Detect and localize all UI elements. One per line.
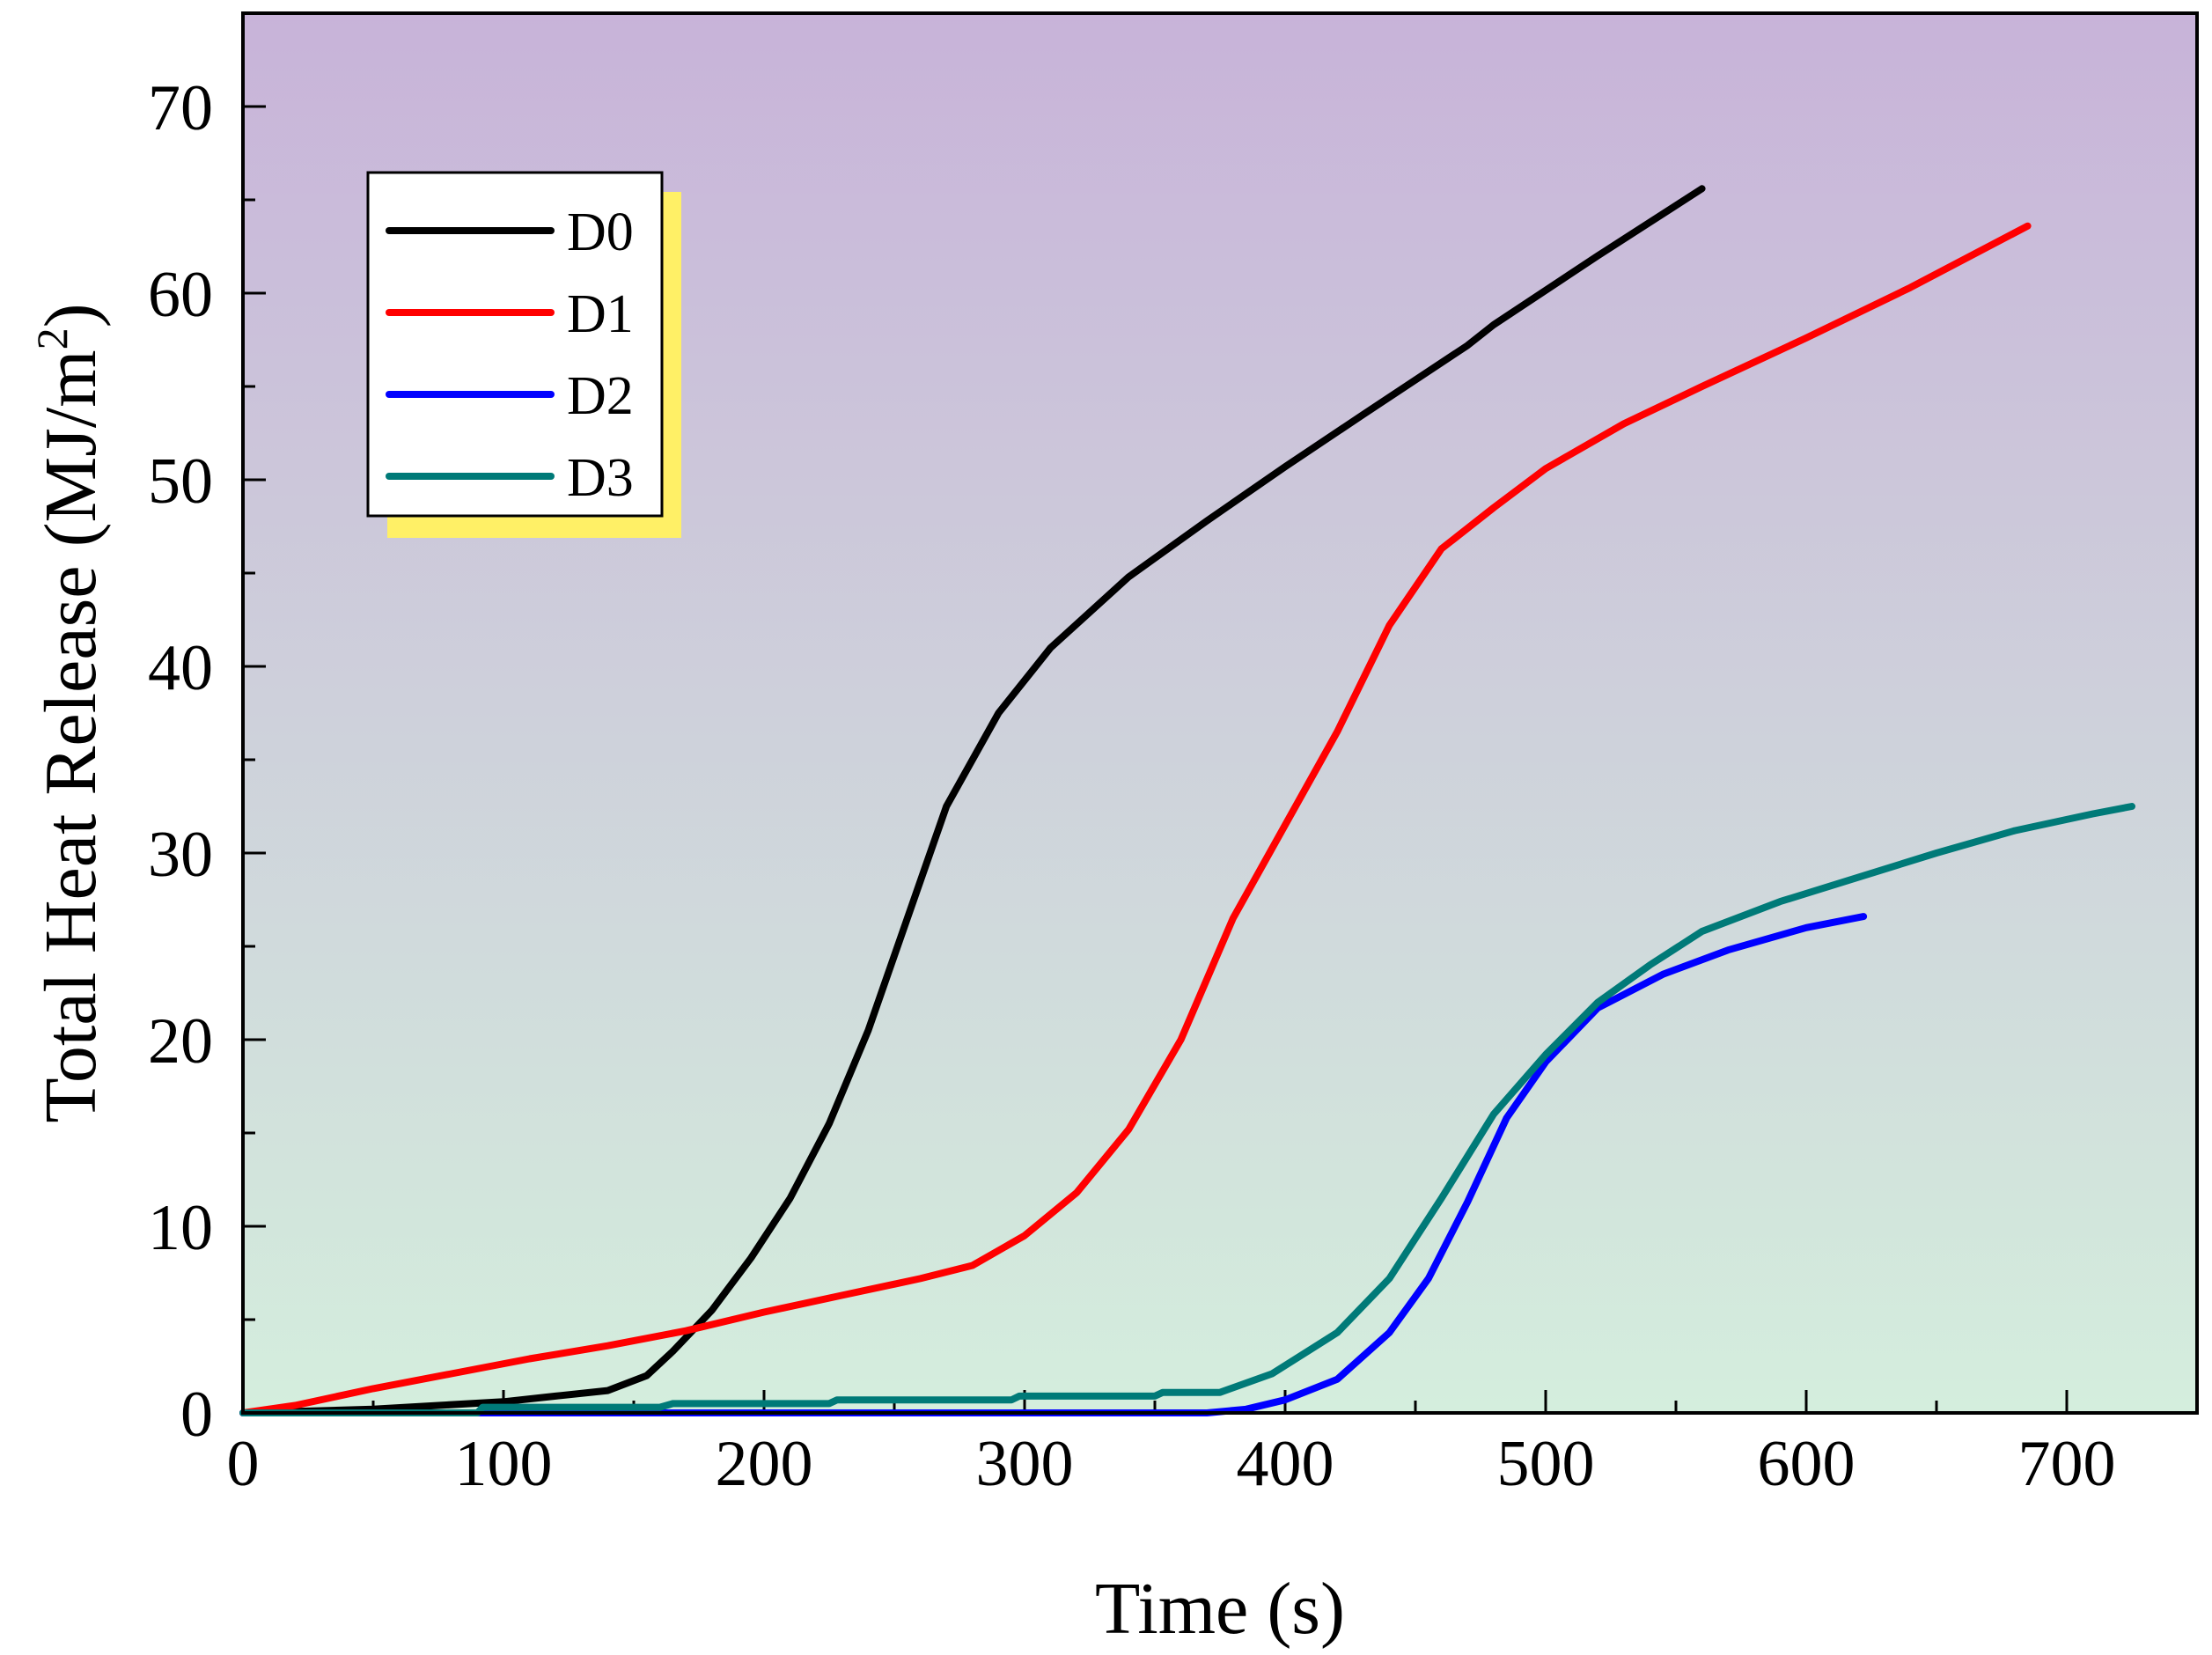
y-tick-label: 30 [148,819,213,891]
series-line-d0 [239,185,1706,1416]
y-tick-label: 70 [148,72,213,144]
x-tick-label: 100 [455,1428,553,1500]
y-tick-label: 10 [148,1192,213,1264]
x-tick-label: 400 [1237,1428,1334,1500]
legend-label-d3: D3 [567,448,634,508]
x-tick-label: 700 [2018,1428,2116,1500]
series-lines [239,185,2135,1416]
y-tick-label: 0 [180,1379,213,1451]
y-tick-label: 50 [148,445,213,518]
legend-label-d1: D1 [567,284,634,344]
y-tick-label: 20 [148,1005,213,1078]
legend-label-d0: D0 [567,202,634,262]
x-tick-label: 300 [976,1428,1074,1500]
series-line-d3 [239,803,2135,1416]
y-tick-label: 40 [148,632,213,704]
legend: D0 D1 D2 D3 [366,171,681,538]
x-axis-title: Time (s) [1095,1568,1345,1650]
tick-labels: 0 100 200 300 400 500 600 700 0 10 20 30 40 50 60 70 [148,72,2116,1500]
x-tick-label: 500 [1497,1428,1595,1500]
legend-label-d2: D2 [567,366,634,426]
x-tick-label: 600 [1758,1428,1856,1500]
y-tick-label: 60 [148,259,213,331]
x-tick-label: 200 [716,1428,813,1500]
series-line-d1 [239,222,2032,1416]
y-axis-title-main: Total Heat Release (MJ/m [30,349,112,1122]
y-axis-title-suffix: ) [30,303,112,327]
series-line-d2 [239,913,1868,1416]
plot-frame [241,11,2199,1415]
y-axis-title-superscript: 2 [27,327,77,349]
x-tick-label: 0 [227,1428,260,1500]
y-axis-title: Total Heat Release (MJ/m2) [27,303,112,1122]
